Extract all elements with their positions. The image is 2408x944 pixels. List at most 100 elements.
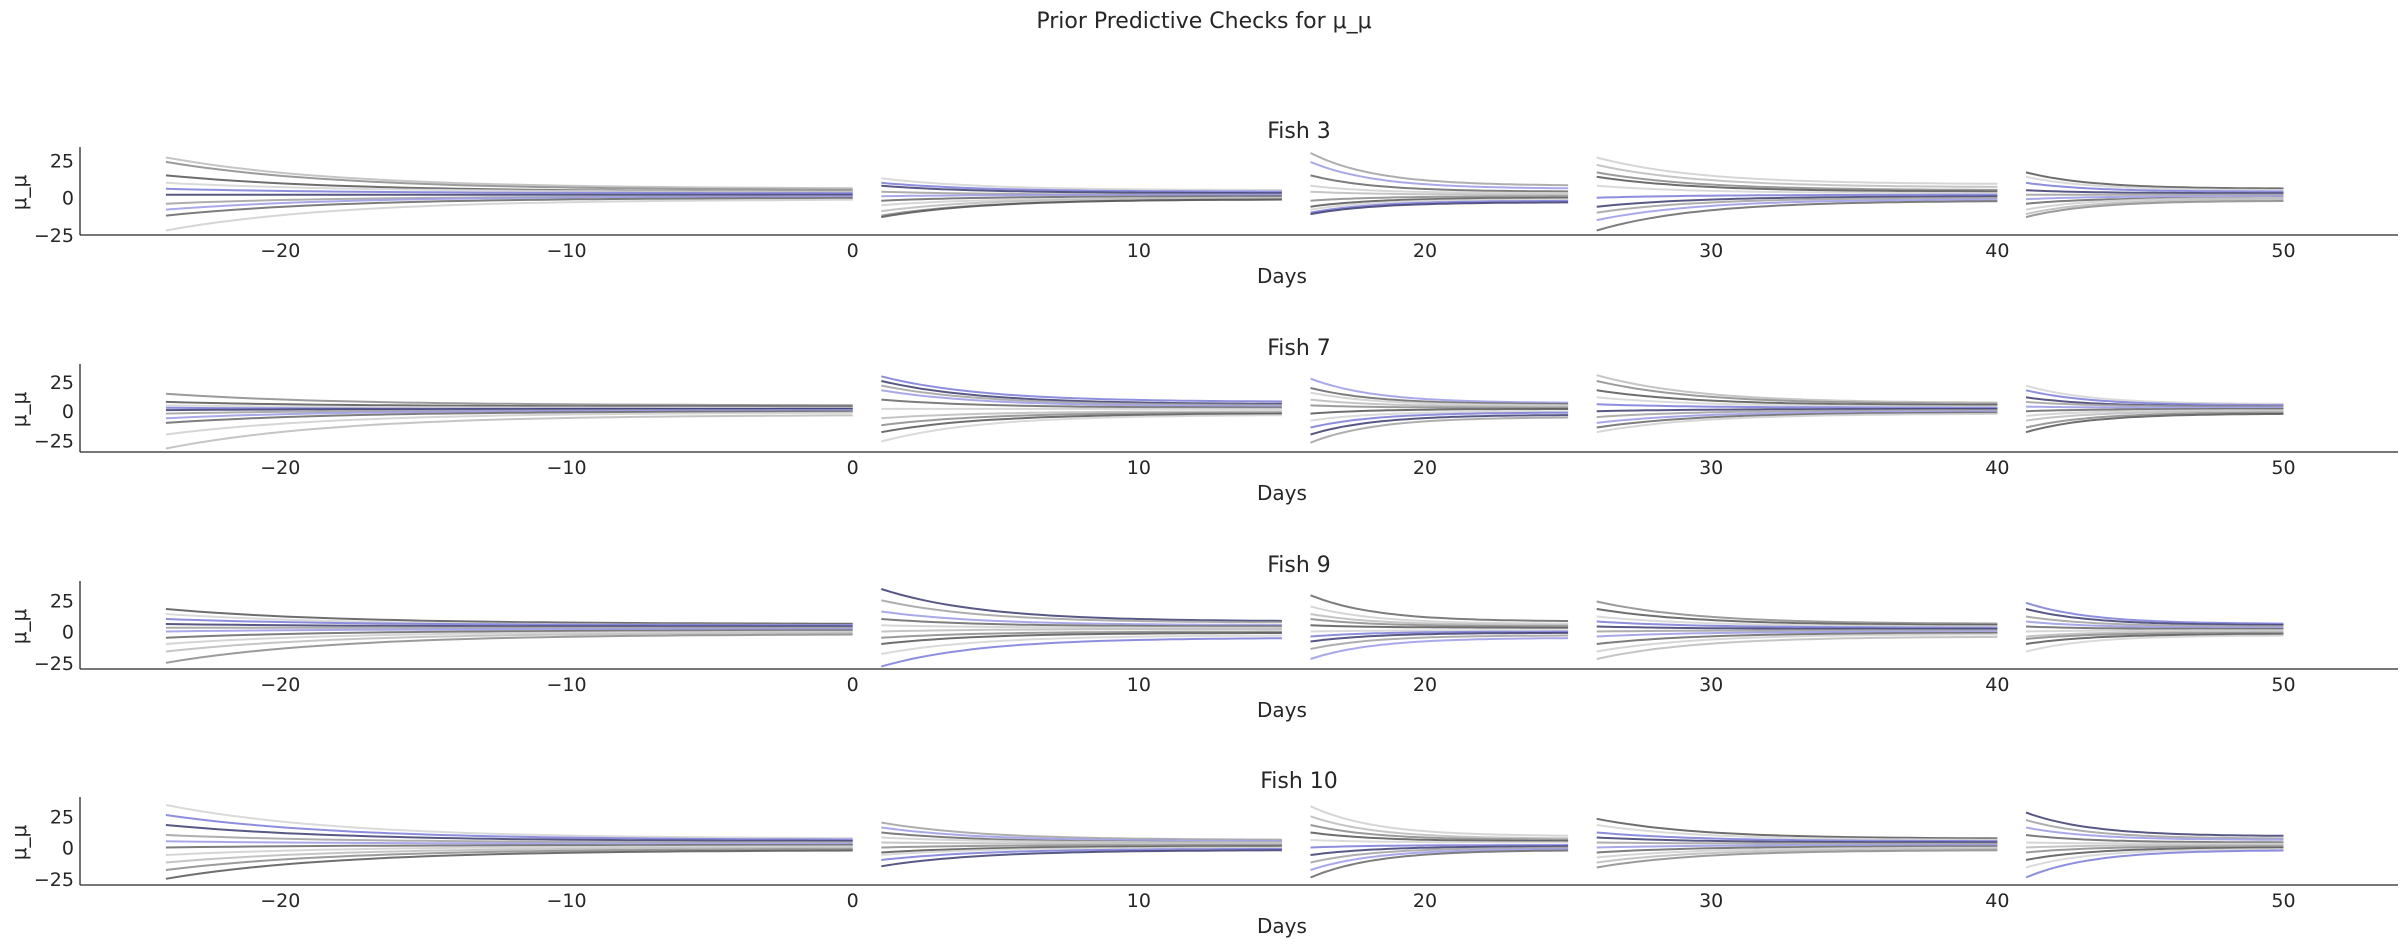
- series-line: [165, 848, 853, 871]
- series-line: [165, 404, 853, 409]
- series-line: [881, 384, 1282, 407]
- y-tick-label: 25: [50, 590, 74, 612]
- panel-3: Fish 9 25 0 −25μ_μ −20 −10 0 10 20 30 40 50 Days: [7, 553, 2398, 722]
- series-line: [2025, 629, 2284, 633]
- series-line: [165, 411, 853, 436]
- series-line: [881, 632, 1282, 645]
- series-line: [2025, 195, 2284, 201]
- series-line: [2025, 189, 2284, 195]
- series-line: [165, 608, 853, 625]
- x-tick-label: 50: [2271, 240, 2295, 262]
- series-line: [1596, 396, 1998, 408]
- series-line: [1310, 815, 1569, 840]
- series-line: [1596, 845, 1998, 854]
- series-line: [1596, 411, 1998, 429]
- x-tick-label: −20: [260, 457, 300, 479]
- series-line: [165, 407, 853, 412]
- series-line: [1596, 193, 1998, 199]
- series-line: [1596, 374, 1998, 404]
- series-line: [165, 804, 853, 840]
- x-tick-label: 20: [1413, 890, 1437, 912]
- series-line: [2025, 200, 2284, 219]
- series-line: [1310, 634, 1569, 650]
- panel-4: Fish 10 25 0 −25μ_μ −20 −10 0 10 20 30 40 50 Days: [7, 769, 2398, 938]
- series-line: [1310, 199, 1569, 214]
- series-line: [2025, 631, 2284, 640]
- series-line: [1596, 380, 1998, 405]
- series-line: [2025, 411, 2284, 429]
- series-line: [1596, 844, 1998, 849]
- series-line: [2025, 834, 2284, 844]
- series-line: [165, 632, 853, 653]
- series-line: [165, 618, 853, 627]
- y-axis-label: μ_μ: [7, 392, 31, 428]
- series-line: [165, 840, 853, 845]
- series-line: [1310, 613, 1569, 626]
- series-line: [2025, 849, 2284, 879]
- x-axis-label: Days: [1257, 481, 1307, 505]
- series-line: [165, 187, 853, 195]
- series-line: [1310, 848, 1569, 871]
- series-line: [165, 629, 853, 639]
- y-tick-label: 25: [50, 806, 74, 828]
- series-line: [165, 630, 853, 645]
- x-tick-label: 20: [1413, 674, 1437, 696]
- series-line: [1310, 201, 1569, 216]
- series-line: [2025, 625, 2284, 630]
- y-axis-label: μ_μ: [7, 825, 31, 861]
- series-line: [881, 414, 1282, 443]
- x-tick-label: 40: [1985, 457, 2009, 479]
- series-line: [1310, 408, 1569, 415]
- series-line: [1310, 196, 1569, 208]
- x-tick-label: −20: [260, 674, 300, 696]
- series-line: [165, 160, 853, 191]
- series-line: [2025, 171, 2284, 190]
- x-tick-label: 20: [1413, 240, 1437, 262]
- series-line: [881, 836, 1282, 844]
- series-line: [2025, 841, 2284, 845]
- x-tick-label: −20: [260, 240, 300, 262]
- x-axis-label: Days: [1257, 264, 1307, 288]
- x-tick-label: −10: [546, 457, 586, 479]
- x-tick-label: 10: [1127, 457, 1151, 479]
- series-line: [1596, 625, 1998, 630]
- series-line: [1596, 841, 1998, 845]
- series-line: [1310, 630, 1569, 638]
- series-line: [1310, 190, 1569, 196]
- series-line: [1310, 195, 1569, 202]
- y-tick-label: −25: [34, 430, 74, 452]
- series-line: [1310, 414, 1569, 436]
- series-line: [165, 392, 853, 407]
- series-line: [881, 410, 1282, 420]
- series-line: [165, 195, 853, 211]
- series-line: [2025, 819, 2284, 840]
- series-line: [1596, 817, 1998, 840]
- x-tick-label: 30: [1699, 674, 1723, 696]
- series-line: [1310, 594, 1569, 622]
- series-line: [1310, 624, 1569, 629]
- series-line: [2025, 198, 2284, 216]
- panel-title: Fish 10: [1260, 769, 1338, 794]
- series-line: [881, 411, 1282, 427]
- series-line: [2025, 848, 2284, 869]
- series-line: [881, 198, 1282, 219]
- series-line: [881, 588, 1282, 622]
- series-line: [2025, 408, 2284, 413]
- y-tick-label: −25: [34, 869, 74, 891]
- series-line: [2025, 412, 2284, 434]
- series-line: [1596, 600, 1998, 625]
- series-line: [881, 375, 1282, 403]
- x-axis-label: Days: [1257, 698, 1307, 722]
- series-line: [1310, 152, 1569, 187]
- series-line: [1596, 635, 1998, 660]
- series-line: [165, 410, 853, 424]
- panel-2: Fish 7 25 0 −25μ_μ −20 −10 0 10 20 30 40 50 Days: [7, 336, 2398, 505]
- series-line: [1596, 412, 1998, 434]
- series-line: [1596, 629, 1998, 633]
- series-line: [165, 628, 853, 633]
- series-line: [881, 412, 1282, 434]
- series-line: [1310, 605, 1569, 625]
- series-line: [1596, 171, 1998, 191]
- x-tick-label: 50: [2271, 674, 2295, 696]
- y-tick-label: 0: [62, 188, 74, 210]
